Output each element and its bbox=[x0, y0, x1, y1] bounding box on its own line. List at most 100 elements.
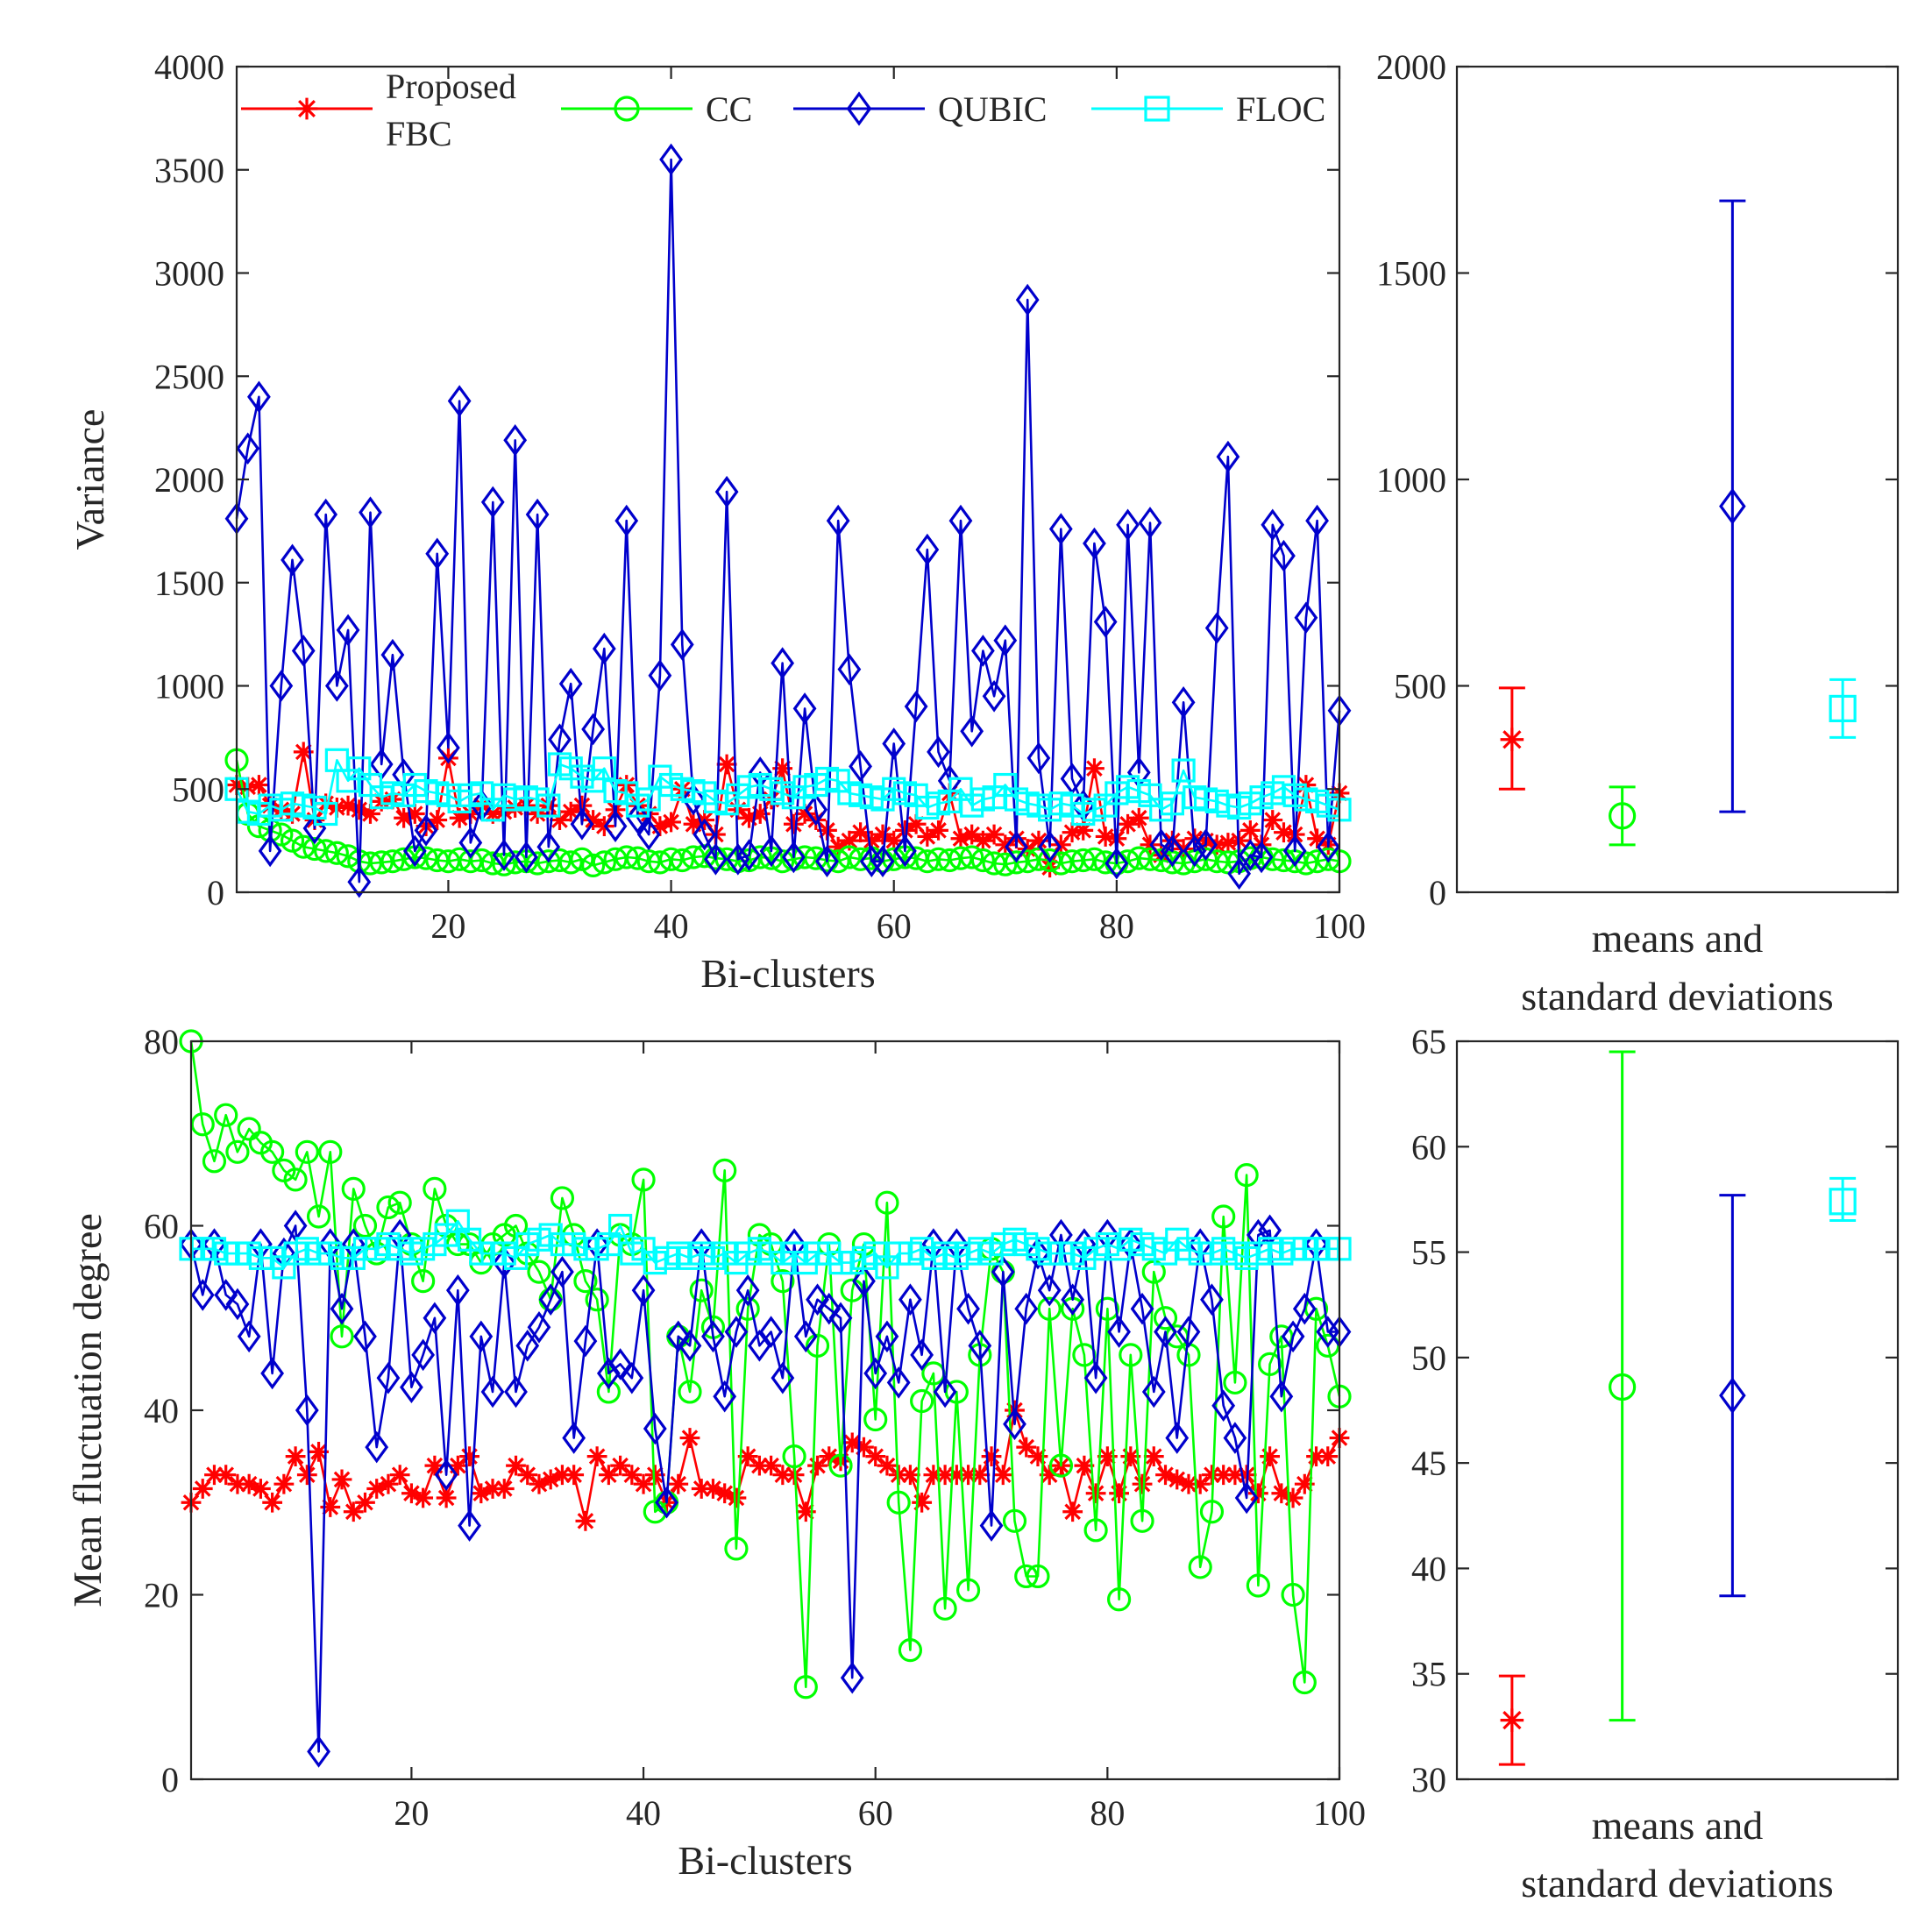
y-tick-label: 35 bbox=[1411, 1655, 1446, 1694]
data-point-cc bbox=[748, 845, 772, 869]
y-tick-label: 20 bbox=[144, 1576, 179, 1615]
data-point-proposed-fbc bbox=[839, 830, 860, 851]
data-point-qubic bbox=[527, 1310, 551, 1344]
data-point-proposed-fbc bbox=[1262, 810, 1283, 830]
error-bar-cc bbox=[1609, 785, 1637, 847]
data-point-proposed-fbc bbox=[958, 1465, 978, 1486]
data-point-proposed-fbc bbox=[320, 1497, 341, 1517]
fluctuation-errorbar-chart: 30 35 40 45 50 55 60 65 means and standard deviat… bbox=[1411, 1022, 1900, 1905]
data-point-qubic bbox=[759, 1316, 783, 1348]
data-point-qubic bbox=[840, 1661, 864, 1694]
data-point-qubic bbox=[693, 818, 717, 851]
data-point-proposed-fbc bbox=[992, 1465, 1013, 1486]
data-point-proposed-fbc bbox=[807, 1455, 827, 1476]
data-point-qubic bbox=[1281, 1320, 1305, 1353]
data-point-proposed-fbc bbox=[1218, 833, 1239, 853]
data-point-qubic bbox=[190, 1279, 215, 1311]
data-point-qubic bbox=[458, 827, 483, 859]
data-point-proposed-fbc bbox=[861, 830, 882, 851]
data-point-proposed-fbc bbox=[703, 1479, 723, 1499]
data-point-qubic bbox=[492, 1246, 516, 1279]
data-point-qubic bbox=[336, 614, 360, 647]
data-point-proposed-fbc bbox=[1074, 1455, 1095, 1476]
legend-label: Proposed bbox=[386, 67, 516, 106]
data-point-qubic bbox=[1154, 1316, 1177, 1348]
data-point-cc bbox=[1060, 849, 1084, 874]
data-point-cc bbox=[341, 1176, 366, 1202]
data-point-proposed-fbc bbox=[610, 1455, 630, 1476]
data-point-proposed-fbc bbox=[644, 1465, 665, 1486]
data-point-cc bbox=[592, 850, 616, 875]
data-point-proposed-fbc bbox=[962, 824, 983, 845]
data-point-proposed-fbc bbox=[1073, 820, 1094, 841]
data-point-cc bbox=[376, 1195, 401, 1220]
data-point-proposed-fbc bbox=[650, 816, 671, 837]
data-point-proposed-fbc bbox=[1247, 1483, 1268, 1504]
data-point-cc bbox=[558, 850, 583, 875]
data-point-qubic bbox=[247, 380, 271, 414]
data-point-cc bbox=[631, 1167, 656, 1192]
data-point-qubic bbox=[258, 834, 282, 868]
data-point-cc bbox=[1246, 1573, 1270, 1598]
data-point-qubic bbox=[960, 714, 984, 748]
data-point-proposed-fbc bbox=[1017, 839, 1038, 859]
data-point-cc bbox=[910, 1388, 934, 1414]
y-tick-label: 60 bbox=[1411, 1127, 1446, 1167]
data-point-qubic bbox=[1294, 601, 1318, 635]
data-point-proposed-fbc bbox=[1294, 1473, 1315, 1494]
data-point-qubic bbox=[1272, 539, 1296, 572]
data-point-qubic bbox=[1316, 830, 1340, 863]
data-point-cc bbox=[550, 1186, 575, 1210]
data-point-proposed-fbc bbox=[309, 1441, 329, 1462]
data-point-qubic bbox=[927, 735, 950, 769]
data-point-proposed-fbc bbox=[598, 1465, 619, 1486]
data-point-cc bbox=[280, 828, 305, 853]
data-point-qubic bbox=[648, 659, 672, 692]
data-point-cc bbox=[190, 1112, 215, 1137]
data-point-qubic bbox=[353, 1320, 377, 1353]
data-point-cc bbox=[369, 850, 394, 875]
data-point-qubic bbox=[291, 635, 316, 667]
data-point-qubic bbox=[570, 807, 594, 841]
data-point-proposed-fbc bbox=[872, 824, 893, 845]
data-point-qubic bbox=[1083, 1361, 1108, 1394]
variance-errorbar-axes-box bbox=[1455, 65, 1900, 894]
data-point-cc bbox=[1037, 1296, 1062, 1321]
data-point-proposed-fbc bbox=[1167, 1469, 1188, 1490]
data-point-qubic bbox=[771, 1361, 795, 1394]
data-point-qubic bbox=[643, 1412, 667, 1445]
data-point-proposed-fbc bbox=[262, 1492, 283, 1513]
data-point-qubic bbox=[1216, 440, 1240, 473]
data-point-proposed-fbc bbox=[772, 1465, 793, 1486]
fluctuation-errorbar-axes-box bbox=[1455, 1040, 1900, 1781]
data-point-qubic bbox=[817, 1292, 842, 1325]
data-point-cc bbox=[302, 836, 327, 862]
data-point-proposed-fbc bbox=[583, 810, 604, 830]
data-point-proposed-fbc bbox=[1128, 807, 1149, 828]
data-point-proposed-fbc bbox=[506, 1455, 526, 1476]
data-point-proposed-fbc bbox=[794, 804, 815, 824]
data-point-qubic bbox=[804, 793, 828, 827]
mean-marker-qubic bbox=[1719, 1377, 1746, 1415]
data-point-qubic bbox=[1048, 513, 1073, 545]
data-point-proposed-fbc bbox=[1118, 813, 1138, 834]
data-point-qubic bbox=[1261, 508, 1285, 542]
data-point-cc bbox=[1211, 1204, 1236, 1229]
data-point-qubic bbox=[915, 533, 940, 566]
data-point-qubic bbox=[458, 1509, 481, 1542]
data-point-cc bbox=[970, 848, 995, 873]
data-point-cc bbox=[1199, 1500, 1225, 1524]
data-point-proposed-fbc bbox=[691, 1479, 712, 1499]
data-point-cc bbox=[237, 1117, 261, 1141]
data-point-qubic bbox=[550, 1255, 574, 1288]
data-point-cc bbox=[1002, 1508, 1027, 1533]
data-point-qubic bbox=[875, 1320, 899, 1353]
data-point-qubic bbox=[402, 834, 427, 868]
data-point-qubic bbox=[893, 834, 917, 868]
data-point-proposed-fbc bbox=[572, 795, 593, 816]
data-point-qubic bbox=[1305, 504, 1329, 537]
data-point-proposed-fbc bbox=[564, 1465, 585, 1486]
data-point-qubic bbox=[701, 1320, 725, 1353]
data-point-qubic bbox=[1149, 828, 1174, 862]
data-point-cc bbox=[527, 1260, 551, 1284]
